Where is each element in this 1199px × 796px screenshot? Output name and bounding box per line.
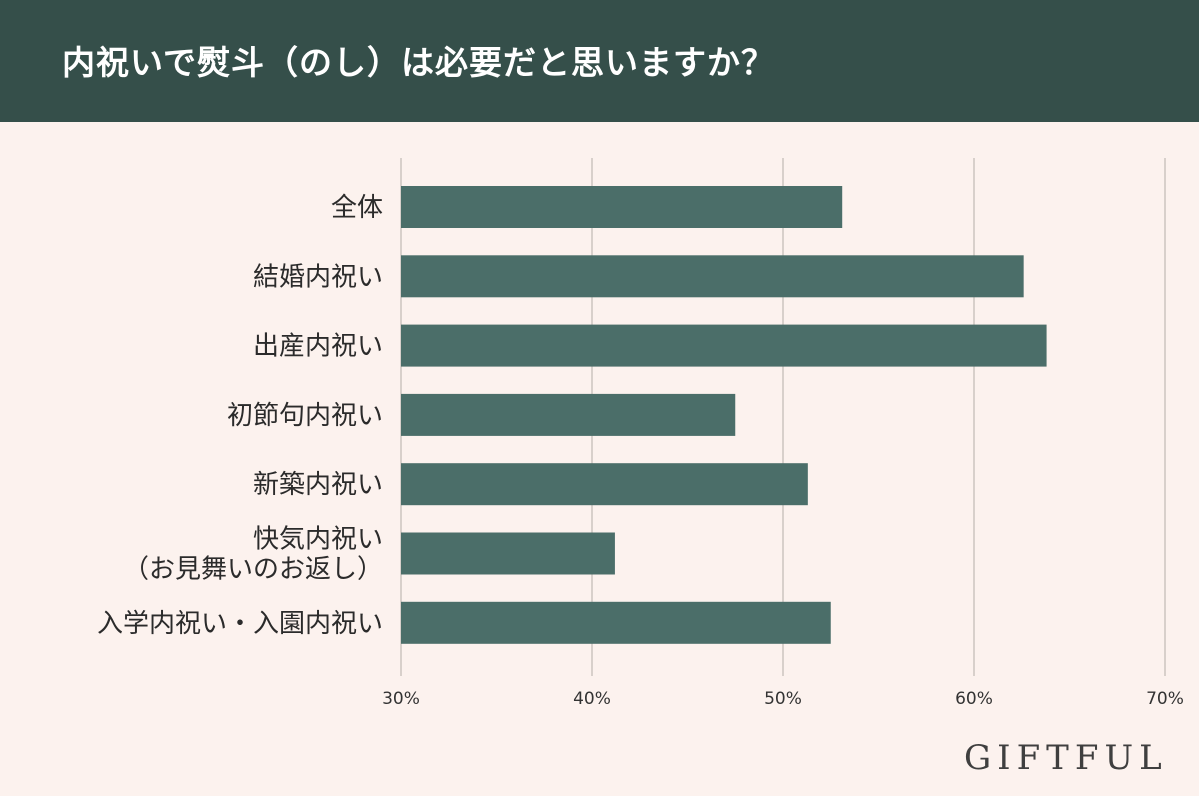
x-tick-label: 50% <box>764 689 802 709</box>
category-label: 全体 <box>331 193 383 223</box>
category-label: 快気内祝い <box>253 525 383 555</box>
category-label: 結婚内祝い <box>253 262 383 292</box>
bar <box>401 324 1047 367</box>
x-tick-label: 60% <box>955 689 993 709</box>
chart-title: 内祝いで熨斗（のし）は必要だと思いますか？ <box>62 43 776 82</box>
category-label: （お見舞いのお返し） <box>123 555 383 585</box>
x-tick-label: 40% <box>573 689 611 709</box>
x-tick-label: 70% <box>1146 689 1184 709</box>
x-tick-label: 30% <box>382 689 420 709</box>
category-label: 出産内祝い <box>253 332 383 362</box>
header-bar <box>0 0 1199 122</box>
bar <box>401 255 1024 298</box>
bar <box>401 186 843 228</box>
bar <box>401 463 808 506</box>
bar <box>401 532 615 575</box>
category-label: 初節句内祝い <box>227 401 383 431</box>
category-label: 入学内祝い・入園内祝い <box>97 609 383 639</box>
category-label: 新築内祝い <box>253 470 383 500</box>
bar <box>401 601 831 644</box>
giftful-logo: GIFTFUL <box>964 738 1168 778</box>
bar <box>401 393 736 436</box>
